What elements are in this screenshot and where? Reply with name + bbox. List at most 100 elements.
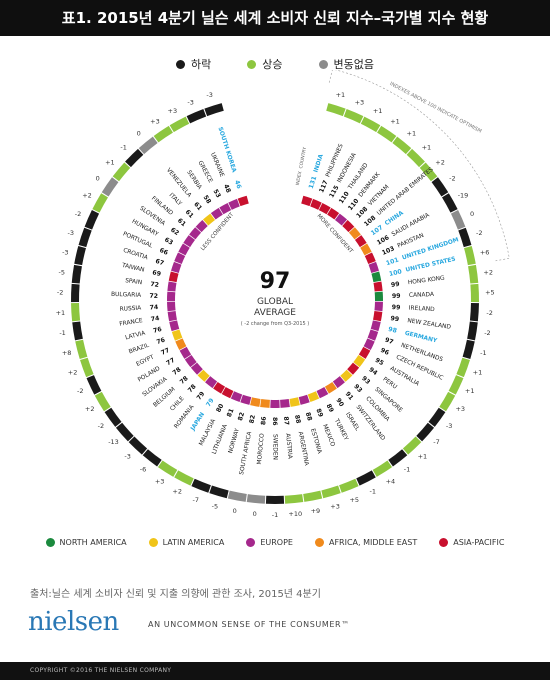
status-segment-saudi-arabia bbox=[441, 193, 458, 213]
page-title: 표1. 2015년 4분기 닐슨 세계 소비자 신뢰 지수–국가별 지수 현황 bbox=[0, 0, 550, 36]
country-label-argentina: ARGENTINA bbox=[297, 431, 309, 466]
region-segment-finland bbox=[189, 227, 202, 240]
status-segment-australia bbox=[439, 391, 456, 412]
status-legend: 하락 상승 변동없음 bbox=[0, 56, 550, 72]
status-segment-canada bbox=[470, 283, 479, 303]
index-label-estonia: 88 bbox=[304, 411, 313, 421]
region-segment-pakistan bbox=[364, 252, 376, 264]
legend-dot-up bbox=[247, 59, 257, 69]
country-label-italy: ITALY bbox=[168, 192, 183, 207]
index-label-colombia: 93 bbox=[352, 383, 363, 394]
region-segment-czech-republic bbox=[363, 338, 375, 351]
change-label-portugal: -2 bbox=[75, 210, 81, 218]
change-label-india: +1 bbox=[336, 91, 346, 99]
change-label-united-arab-emirates: +2 bbox=[435, 158, 445, 166]
change-label-austria: +10 bbox=[288, 510, 302, 518]
index-label-turkey: 89 bbox=[325, 403, 335, 414]
index-label-saudi-arabia: 106 bbox=[376, 234, 391, 246]
status-segment-poland bbox=[94, 391, 111, 412]
change-label-romania: -6 bbox=[140, 466, 146, 474]
region-segment-turkey bbox=[316, 386, 329, 399]
legend-item-same: 변동없음 bbox=[318, 56, 374, 72]
change-label-new-zealand: -2 bbox=[484, 329, 490, 337]
country-label-norway: NORWAY bbox=[228, 428, 241, 455]
region-segment-saudi-arabia bbox=[360, 243, 372, 256]
change-label-finland: +1 bbox=[105, 158, 115, 166]
index-label-switzerland: 91 bbox=[344, 391, 355, 402]
index-label-slovakia: 78 bbox=[171, 366, 182, 377]
change-label-turkey: -1 bbox=[370, 487, 376, 495]
country-label-sweden: SWEDEN bbox=[272, 434, 278, 460]
change-label-thailand: +1 bbox=[390, 118, 400, 126]
legend-label-down: 하락 bbox=[191, 58, 212, 71]
country-label-estonia: ESTONIA bbox=[309, 428, 322, 455]
region-segment-austria bbox=[280, 399, 290, 408]
region-segment-france bbox=[167, 311, 177, 322]
index-label-egypt: 77 bbox=[160, 347, 171, 357]
index-label-pakistan: 103 bbox=[381, 245, 396, 257]
change-label-singapore: -7 bbox=[433, 438, 439, 446]
region-segment-slovakia bbox=[184, 355, 197, 368]
change-label-italy: -1 bbox=[120, 143, 126, 151]
change-label-ireland: -2 bbox=[486, 309, 492, 317]
index-label-china: 107 bbox=[370, 224, 385, 237]
status-segment-portugal bbox=[84, 210, 100, 230]
index-label-italy: 61 bbox=[184, 209, 195, 220]
index-label-israel: 90 bbox=[334, 397, 345, 409]
change-label-china: -2 bbox=[449, 174, 455, 182]
status-segment-india bbox=[326, 103, 346, 117]
country-label-greece: GREECE bbox=[197, 160, 214, 184]
region-segment-latvia bbox=[169, 320, 180, 332]
region-segment-united-kingdom bbox=[368, 261, 379, 273]
country-label-russia: RUSSIA bbox=[119, 306, 141, 313]
index-label-morocco: 86 bbox=[260, 416, 268, 425]
header-country: COUNTRY bbox=[298, 146, 308, 169]
region-segment-germany bbox=[370, 320, 381, 332]
status-segment-japan bbox=[157, 460, 178, 477]
status-segment-taiwan bbox=[74, 246, 86, 266]
status-segment-new-zealand bbox=[467, 321, 478, 341]
status-segment-germany bbox=[462, 339, 475, 360]
change-label-israel: +4 bbox=[386, 477, 396, 485]
region-dot-europe bbox=[246, 538, 256, 547]
index-label-russia: 74 bbox=[149, 304, 159, 312]
change-label-chile: -3 bbox=[124, 453, 130, 461]
country-label-united-states: UNITED STATES bbox=[405, 257, 456, 274]
status-segment-morocco bbox=[246, 494, 266, 504]
region-segment-china bbox=[354, 235, 367, 248]
change-label-spain: -5 bbox=[59, 268, 65, 276]
region-segment-estonia bbox=[298, 394, 310, 405]
index-label-hong-kong: 99 bbox=[391, 281, 400, 289]
copyright-footer: COPYRIGHT ©2016 THE NIELSEN COMPANY bbox=[0, 662, 550, 680]
status-segment-bulgaria bbox=[71, 283, 80, 303]
change-label-latvia: +8 bbox=[62, 349, 72, 357]
status-segment-egypt bbox=[86, 375, 102, 395]
country-label-peru: PERU bbox=[381, 377, 397, 391]
index-label-norway: 82 bbox=[237, 411, 246, 421]
change-label-switzerland: -1 bbox=[404, 466, 410, 474]
region-segment-croatia bbox=[171, 261, 182, 273]
status-segment-singapore bbox=[416, 422, 435, 442]
index-label-japan: 79 bbox=[205, 397, 216, 408]
change-label-taiwan: -3 bbox=[62, 248, 68, 256]
index-label-peru: 94 bbox=[367, 366, 379, 377]
region-label-asia-pacific: ASIA-PACIFIC bbox=[453, 538, 505, 547]
status-segment-serbia bbox=[153, 125, 173, 143]
country-label-brazil: BRAZIL bbox=[128, 343, 150, 356]
index-label-serbia: 58 bbox=[202, 194, 213, 205]
region-segment-new-zealand bbox=[373, 311, 383, 322]
change-label-france: -1 bbox=[59, 329, 65, 337]
change-label-peru: -3 bbox=[446, 422, 452, 430]
country-label-germany: GERMANY bbox=[404, 331, 438, 345]
change-label-pakistan: 0 bbox=[470, 210, 474, 218]
index-label-bulgaria: 72 bbox=[149, 293, 158, 300]
global-change-note: ( -2 change from Q3-2015 ) bbox=[241, 321, 310, 327]
region-segment-slovenia bbox=[183, 235, 196, 248]
region-segment-romania bbox=[205, 376, 218, 389]
country-label-morocco: MOROCCO bbox=[257, 433, 266, 465]
index-label-latvia: 76 bbox=[153, 326, 163, 335]
status-segment-ukraine bbox=[186, 108, 207, 124]
status-segment-united-arab-emirates bbox=[419, 162, 438, 182]
status-segment-romania bbox=[142, 449, 162, 467]
index-label-ireland: 99 bbox=[392, 304, 401, 312]
